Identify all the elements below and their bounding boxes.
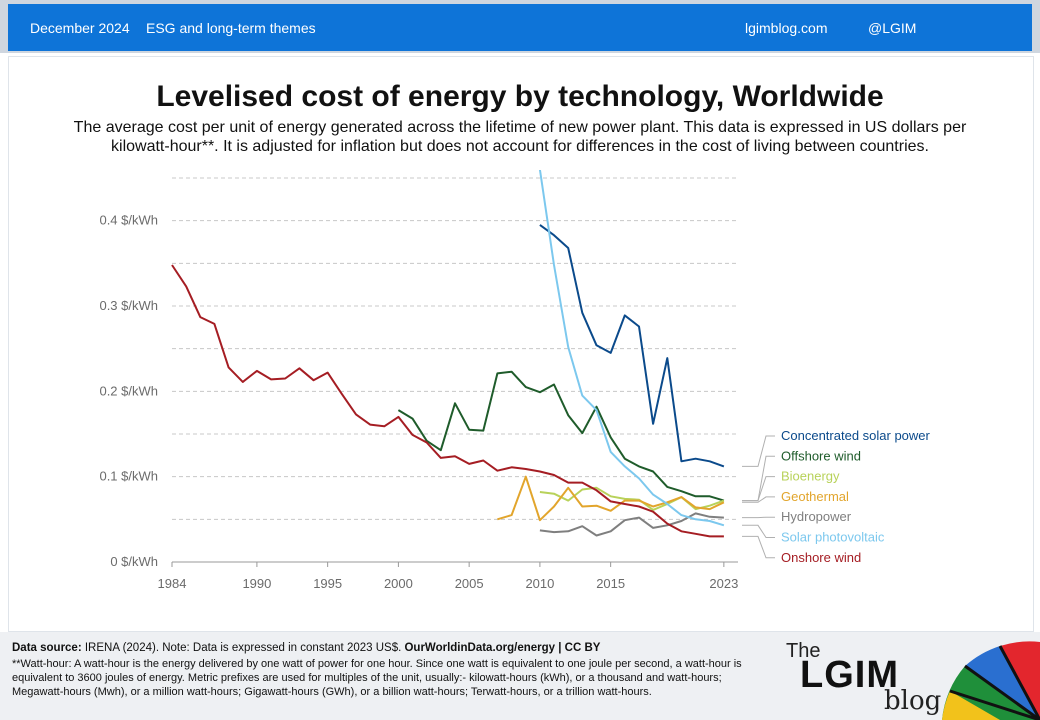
- chart-subtitle: The average cost per unit of energy gene…: [73, 119, 967, 155]
- legend-connector-bioenergy: [742, 476, 775, 502]
- x-tick-label: 2023: [709, 576, 738, 591]
- legend-label-hydropower: Hydropower: [781, 509, 852, 524]
- y-tick-label: 0.2 $/kWh: [99, 383, 158, 398]
- footer-source-label: Data source:: [12, 642, 82, 654]
- header-category-link[interactable]: ESG and long-term themes: [146, 20, 316, 36]
- x-tick-label: 2015: [596, 576, 625, 591]
- legend-connector-onshore-wind: [742, 535, 775, 559]
- header-inner: December 2024 ESG and long-term themes l…: [8, 4, 1032, 51]
- footer-source: Data source: IRENA (2024). Note: Data is…: [12, 642, 600, 654]
- line-chart: 0 $/kWh 0.1 $/kWh 0.2 $/kWh 0.3 $/kWh 0.4 $/…: [99, 170, 931, 591]
- legend-label-offshore-wind: Offshore wind: [781, 448, 861, 463]
- footer-source-text: IRENA (2024). Note: Data is expressed in…: [81, 642, 405, 654]
- logo-blog: blog: [884, 686, 942, 716]
- y-tick-label: 0.3 $/kWh: [99, 298, 158, 313]
- y-tick-label: 0 $/kWh: [110, 554, 158, 569]
- series-line-onshore-wind: [171, 264, 724, 538]
- umbrella-logo-icon: [942, 641, 1040, 720]
- legend-connector-solar-photovoltaic: [742, 524, 775, 538]
- series-line-solar-photovoltaic: [538, 170, 725, 527]
- legend-connector-concentrated-solar-power: [742, 435, 775, 467]
- series-line-geothermal: [497, 475, 725, 522]
- x-tick-label: 1995: [313, 576, 342, 591]
- footer: Data source: IRENA (2024). Note: Data is…: [0, 632, 1040, 720]
- legend-label-concentrated-solar-power: Concentrated solar power: [781, 428, 931, 443]
- y-tick-label: 0.4 $/kWh: [99, 213, 158, 228]
- legend-label-geothermal: Geothermal: [781, 489, 849, 504]
- footer-note: **Watt-hour: A watt-hour is the energy d…: [12, 658, 742, 698]
- x-tick-label: 2005: [455, 576, 484, 591]
- x-tick-label: 1990: [242, 576, 271, 591]
- chart-title: Levelised cost of energy by technology, …: [156, 80, 884, 113]
- legend-label-onshore-wind: Onshore wind: [781, 550, 861, 565]
- series-line-concentrated-solar-power: [539, 224, 725, 468]
- header-handle-link[interactable]: @LGIM: [868, 20, 917, 36]
- footer-source-link[interactable]: OurWorldinData.org/energy | CC BY: [404, 642, 601, 654]
- logo-main: LGIM: [800, 654, 899, 696]
- series-line-offshore-wind: [397, 370, 725, 502]
- x-tick-label: 1984: [158, 576, 187, 591]
- series-line-bioenergy: [539, 486, 725, 511]
- x-tick-label: 2010: [525, 576, 554, 591]
- legend-label-bioenergy: Bioenergy: [781, 469, 840, 484]
- header-date: December 2024: [30, 20, 130, 36]
- lgim-blog-logo: The LGIM blog: [780, 636, 1040, 720]
- series-line-hydropower: [539, 512, 724, 537]
- header-bar: December 2024 ESG and long-term themes l…: [0, 0, 1040, 53]
- chart-panel: [8, 56, 1034, 632]
- x-tick-label: 2000: [384, 576, 413, 591]
- y-tick-label: 0.1 $/kWh: [99, 469, 158, 484]
- header-site-link[interactable]: lgimblog.com: [745, 20, 828, 36]
- logo-the: The: [786, 640, 821, 662]
- legend-label-solar-photovoltaic: Solar photovoltaic: [781, 530, 885, 545]
- legend-connector-geothermal: [742, 496, 775, 503]
